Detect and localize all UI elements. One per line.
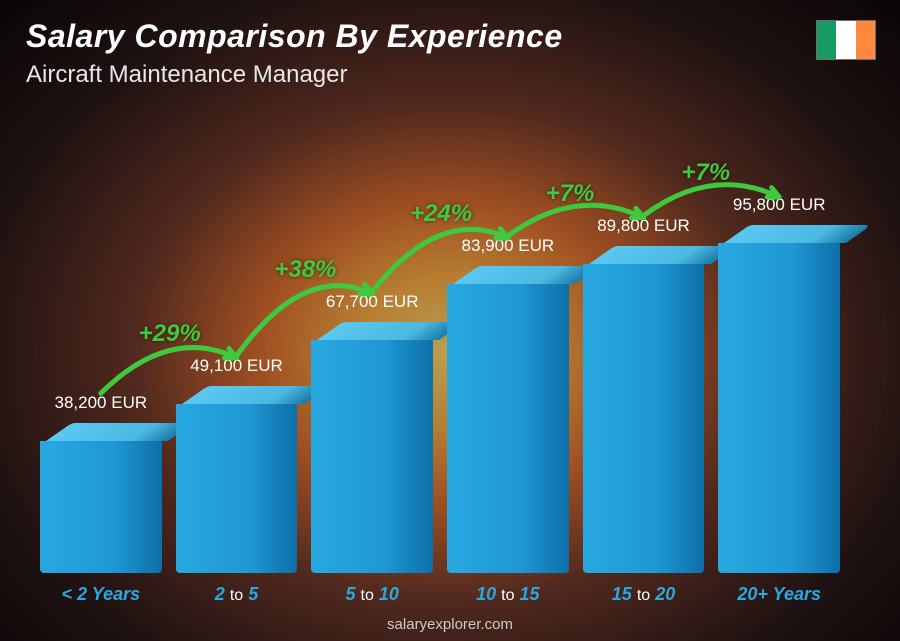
bar-group: 38,200 EUR [40,393,162,573]
bar [447,266,569,573]
x-axis-label: 5 to 10 [311,584,433,605]
footer-credit: salaryexplorer.com [0,616,900,633]
bar-front-face [40,441,162,573]
bar-top-face [453,266,600,284]
bar [311,322,433,573]
delta-percent-label: +29% [139,320,201,348]
header: Salary Comparison By Experience Aircraft… [26,18,874,89]
bar-front-face [447,284,569,573]
bar [40,423,162,573]
bar-group: 89,800 EUR [583,216,705,573]
flag-stripe-white [836,21,855,59]
x-axis-label: < 2 Years [40,584,162,605]
bar [583,246,705,573]
bar-value-label: 38,200 EUR [55,393,148,413]
bar [718,225,840,573]
bar-value-label: 83,900 EUR [462,236,555,256]
bar-value-label: 49,100 EUR [190,356,283,376]
bar-top-face [317,322,464,340]
bar-top-face [46,423,193,441]
bar-value-label: 95,800 EUR [733,195,826,215]
page-subtitle: Aircraft Maintenance Manager [26,61,874,89]
flag-stripe-orange [856,21,875,59]
flag-stripe-green [817,21,836,59]
bar-group: 95,800 EUR [718,195,840,573]
delta-percent-label: +38% [274,256,336,284]
bar [176,386,298,573]
x-axis-labels: < 2 Years 2 to 5 5 to 10 10 to 15 15 to 20 20… [40,584,840,605]
bar-group: 67,700 EUR [311,292,433,573]
country-flag-ireland [816,20,876,60]
delta-percent-label: +7% [681,159,730,187]
bar-top-face [589,246,736,264]
delta-percent-label: +7% [546,180,595,208]
x-axis-label: 15 to 20 [583,584,705,605]
bar-front-face [176,404,298,573]
x-axis-label: 2 to 5 [176,584,298,605]
bar-front-face [311,340,433,573]
bar-front-face [583,264,705,573]
bar-group: 49,100 EUR [176,356,298,573]
x-axis-label: 20+ Years [718,584,840,605]
bar-top-face [182,386,329,404]
page-title: Salary Comparison By Experience [26,18,874,55]
bar-front-face [718,243,840,573]
bar-group: 83,900 EUR [447,236,569,573]
delta-percent-label: +24% [410,200,472,228]
bar-value-label: 67,700 EUR [326,292,419,312]
bar-value-label: 89,800 EUR [597,216,690,236]
x-axis-label: 10 to 15 [447,584,569,605]
